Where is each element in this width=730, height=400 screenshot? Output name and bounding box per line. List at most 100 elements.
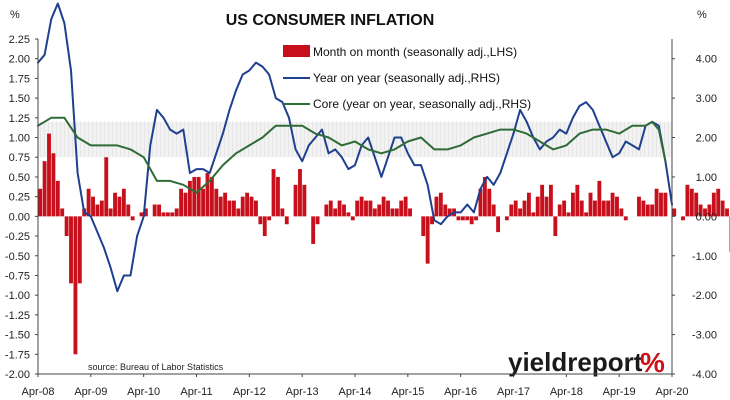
month-on-month-bar xyxy=(174,208,179,217)
left-tick-label: 0.50 xyxy=(9,172,30,184)
left-tick-label: -1.75 xyxy=(5,349,30,361)
month-on-month-bar xyxy=(258,216,263,225)
month-on-month-bar xyxy=(654,188,659,217)
x-tick-label: Apr-19 xyxy=(603,386,636,398)
month-on-month-bar xyxy=(725,208,729,217)
month-on-month-bar xyxy=(42,161,47,217)
x-tick-label: Apr-10 xyxy=(127,386,160,398)
left-tick-label: 0.75 xyxy=(9,152,30,164)
month-on-month-bar xyxy=(311,216,316,244)
month-on-month-bar xyxy=(201,188,206,217)
month-on-month-bar xyxy=(685,184,690,217)
month-on-month-bar xyxy=(566,212,571,217)
month-on-month-bar xyxy=(245,192,250,217)
right-tick-label: 0.00 xyxy=(696,211,717,223)
month-on-month-bar xyxy=(298,169,302,217)
right-tick-label: 1.00 xyxy=(696,172,717,184)
month-on-month-bar xyxy=(513,200,518,217)
month-on-month-bar xyxy=(557,204,562,217)
month-on-month-bar xyxy=(170,212,175,217)
x-tick-label: Apr-09 xyxy=(74,386,107,398)
month-on-month-bar xyxy=(482,176,487,217)
month-on-month-bar xyxy=(456,216,461,221)
year-on-year-lines xyxy=(37,2,673,293)
month-on-month-bar xyxy=(584,212,589,217)
month-on-month-bar xyxy=(152,204,157,217)
month-on-month-bar xyxy=(324,204,329,217)
month-on-month-bar xyxy=(689,188,694,217)
month-on-month-bar xyxy=(553,216,558,237)
month-on-month-bar xyxy=(223,192,228,217)
legend-label-core: Core (year on year, seasonally adj.,RHS) xyxy=(313,97,531,111)
month-on-month-bar xyxy=(214,188,219,217)
month-on-month-bar xyxy=(469,216,474,225)
month-on-month-bar xyxy=(720,200,725,217)
month-on-month-bar xyxy=(637,196,641,217)
month-on-month-bar xyxy=(55,180,60,217)
x-tick-label: Apr-11 xyxy=(180,386,212,398)
month-on-month-bar xyxy=(571,192,575,217)
month-on-month-bar xyxy=(73,216,78,355)
month-on-month-bar xyxy=(293,184,298,217)
month-on-month-bar xyxy=(399,200,404,217)
month-on-month-bar xyxy=(60,208,65,217)
right-tick-label: -3.00 xyxy=(692,330,717,342)
month-on-month-bar xyxy=(465,216,470,221)
month-on-month-bar xyxy=(615,196,619,217)
month-on-month-bar xyxy=(681,216,685,221)
month-on-month-bar xyxy=(187,180,192,217)
month-on-month-bar xyxy=(271,169,276,217)
legend-swatch-month-on-month xyxy=(283,45,310,57)
left-tick-label: 0.25 xyxy=(9,192,30,204)
right-tick-label: 4.00 xyxy=(696,54,717,66)
month-on-month-bar xyxy=(447,208,452,217)
month-on-month-bar xyxy=(205,173,210,217)
month-on-month-bar xyxy=(522,200,527,217)
month-on-month-bar xyxy=(381,196,386,217)
month-on-month-bar xyxy=(645,204,650,217)
left-tick-label: 0.00 xyxy=(9,211,30,223)
left-tick-label: 1.25 xyxy=(9,113,30,125)
month-on-month-bar xyxy=(421,216,426,237)
month-on-month-bar xyxy=(302,184,307,217)
month-on-month-bar xyxy=(535,196,540,217)
month-on-month-bar xyxy=(641,200,646,217)
month-on-month-bar xyxy=(386,200,390,217)
month-on-month-bar xyxy=(518,208,523,217)
month-on-month-bar xyxy=(601,200,606,217)
legend-label-month-on-month: Month on month (seasonally adj.,LHS) xyxy=(313,45,517,59)
x-tick-label: Apr-08 xyxy=(21,386,54,398)
legend: Month on month (seasonally adj.,LHS) Yea… xyxy=(283,45,531,111)
core-inflation-line xyxy=(37,116,667,194)
month-on-month-bar xyxy=(315,216,320,225)
month-on-month-bar xyxy=(540,184,545,217)
month-on-month-bar xyxy=(51,153,56,217)
month-on-month-bar xyxy=(430,216,434,225)
month-on-month-bar xyxy=(130,216,135,221)
month-on-month-bar xyxy=(579,200,584,217)
x-tick-label: Apr-12 xyxy=(233,386,266,398)
month-on-month-bar xyxy=(143,208,148,217)
left-tick-label: 1.00 xyxy=(9,133,30,145)
x-tick-label: Apr-15 xyxy=(391,386,424,398)
month-on-month-bar xyxy=(280,208,285,217)
month-on-month-bar xyxy=(364,200,368,217)
month-on-month-bar xyxy=(694,192,699,217)
month-on-month-bar xyxy=(663,192,668,217)
highlight-band xyxy=(38,121,672,158)
month-on-month-bars xyxy=(38,133,730,355)
logo-wordmark: yieldreport xyxy=(508,347,643,377)
left-tick-label: -0.25 xyxy=(5,231,30,243)
month-on-month-bar xyxy=(548,184,553,217)
right-tick-label: -2.00 xyxy=(692,290,717,302)
month-on-month-bar xyxy=(597,180,602,217)
month-on-month-bar xyxy=(77,216,82,284)
month-on-month-bar xyxy=(623,216,628,221)
month-on-month-bar xyxy=(544,196,549,217)
month-on-month-bar xyxy=(711,192,716,217)
month-on-month-bar xyxy=(359,196,364,217)
month-on-month-bar xyxy=(113,192,117,217)
left-tick-label: 1.75 xyxy=(9,73,30,85)
month-on-month-bar xyxy=(333,208,338,217)
